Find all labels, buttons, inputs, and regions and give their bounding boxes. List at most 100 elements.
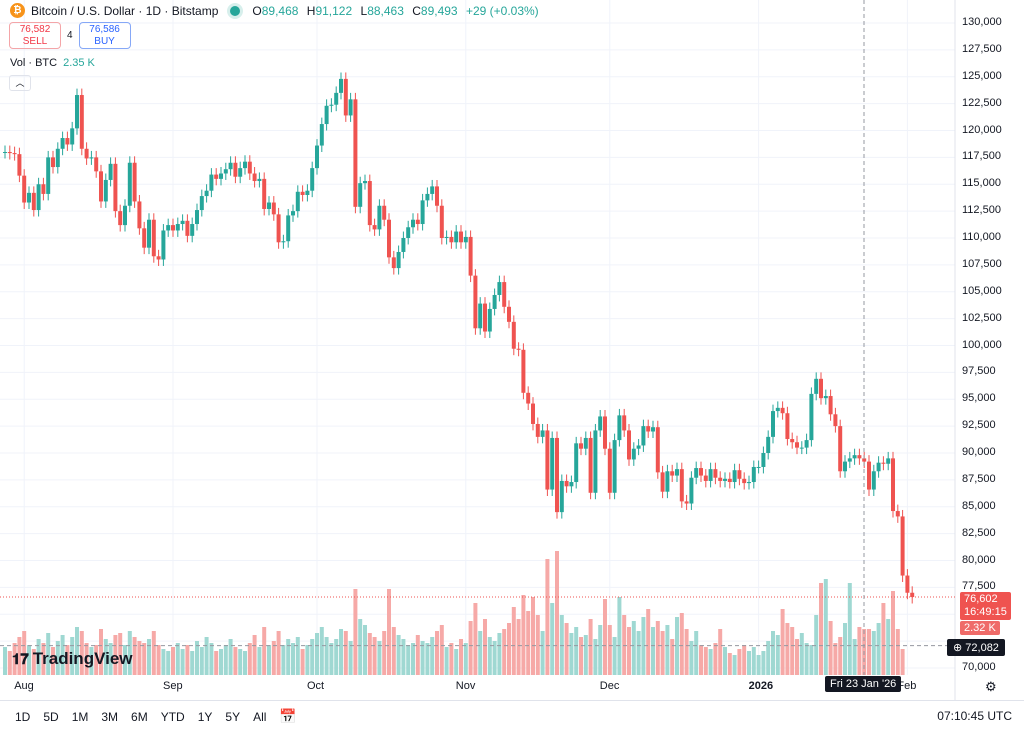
volume-bar — [627, 627, 631, 675]
collapse-legend-button[interactable]: ︿ — [9, 75, 31, 91]
candle — [22, 175, 27, 203]
volume-bar — [204, 637, 209, 675]
volume-bar — [612, 637, 617, 675]
candle — [343, 78, 348, 116]
volume-bar — [123, 645, 127, 675]
volume-bar — [214, 651, 219, 675]
candle — [809, 393, 814, 441]
volume-bar — [233, 647, 238, 675]
volume-bar — [463, 643, 468, 675]
price-chart[interactable] — [0, 0, 1024, 700]
candle — [550, 437, 555, 490]
candle — [444, 236, 449, 238]
candle — [463, 236, 468, 243]
candle — [545, 430, 550, 490]
candle — [41, 184, 46, 194]
volume-bar — [756, 655, 761, 675]
candle — [507, 306, 511, 322]
range-button-1y[interactable]: 1Y — [197, 709, 213, 724]
price-tick-label: 112,500 — [962, 204, 1001, 217]
volume-bar — [315, 633, 319, 675]
candle — [291, 211, 295, 216]
volume-bar — [291, 643, 295, 675]
candle — [113, 163, 118, 212]
volume-bar — [545, 559, 550, 675]
volume-bar — [535, 615, 540, 675]
candle — [655, 427, 660, 473]
candle — [175, 224, 180, 231]
volume-bar — [142, 643, 147, 675]
clock[interactable]: 07:10:45 UTC — [937, 709, 1012, 723]
volume-bar — [574, 627, 579, 675]
volume-bar — [559, 615, 564, 675]
range-button-ytd[interactable]: YTD — [160, 709, 185, 724]
volume-bar — [190, 651, 195, 675]
candle — [579, 443, 583, 449]
volume-bar — [387, 589, 391, 675]
range-button-1m[interactable]: 1M — [71, 709, 89, 724]
date-range-icon[interactable]: 📅 — [279, 708, 297, 724]
volume-bar — [46, 633, 51, 675]
candle — [435, 186, 439, 206]
range-button-5y[interactable]: 5Y — [225, 709, 241, 724]
candle — [814, 378, 819, 394]
candle — [319, 124, 324, 146]
candle — [108, 163, 113, 180]
volume-bar — [809, 645, 814, 675]
candle — [367, 181, 372, 226]
candle — [756, 466, 761, 468]
candle — [12, 153, 17, 155]
volume-bar — [175, 643, 180, 675]
volume-bar — [430, 637, 435, 675]
candle — [703, 475, 708, 481]
candle — [459, 231, 463, 243]
buy-button[interactable]: 76,586 BUY — [78, 22, 131, 49]
candle — [876, 462, 881, 472]
candle — [377, 205, 382, 230]
candle — [161, 230, 166, 260]
volume-bar — [521, 595, 526, 675]
candle — [372, 225, 377, 230]
volume-bar — [555, 551, 559, 675]
candle — [622, 415, 627, 431]
chart-settings-icon[interactable]: ⚙ — [985, 679, 997, 694]
candle — [727, 478, 732, 483]
volume-bar — [867, 629, 871, 675]
volume-bar — [531, 597, 535, 675]
price-tick-label: 117,500 — [962, 150, 1001, 163]
candle — [603, 416, 607, 449]
candle — [411, 219, 415, 228]
volume-bar — [238, 649, 243, 675]
candle — [439, 205, 444, 238]
range-button-all[interactable]: All — [253, 709, 267, 724]
candle — [502, 282, 507, 307]
volume-bar — [569, 633, 574, 675]
price-tick-label: 92,500 — [962, 419, 996, 432]
price-tick-label: 87,500 — [962, 472, 996, 485]
crosshair-date-tag: Fri 23 Jan '26 — [825, 676, 902, 692]
candle — [209, 174, 214, 191]
candle — [521, 349, 526, 393]
candle — [305, 190, 310, 195]
candle — [51, 157, 55, 168]
range-button-3m[interactable]: 3M — [101, 709, 119, 724]
candle — [766, 436, 771, 453]
candle — [142, 228, 147, 248]
volume-bar — [108, 643, 113, 675]
volume-bar — [243, 651, 247, 675]
volume-bar — [372, 637, 377, 675]
candle — [468, 236, 473, 276]
candle — [910, 592, 915, 598]
candle — [742, 478, 747, 484]
range-button-5d[interactable]: 5D — [43, 709, 59, 724]
range-button-6m[interactable]: 6M — [131, 709, 148, 724]
range-button-1d[interactable]: 1D — [15, 709, 31, 724]
candle — [588, 437, 593, 493]
sell-button[interactable]: 76,582 SELL — [9, 22, 61, 49]
candle — [300, 191, 305, 195]
candle — [391, 257, 396, 269]
symbol-title[interactable]: Bitcoin / U.S. Dollar · 1D · Bitstamp — [31, 3, 219, 18]
volume-bar — [305, 645, 310, 675]
volume-bar — [766, 641, 771, 675]
add-alert-icon[interactable]: ⊕ — [953, 642, 966, 654]
